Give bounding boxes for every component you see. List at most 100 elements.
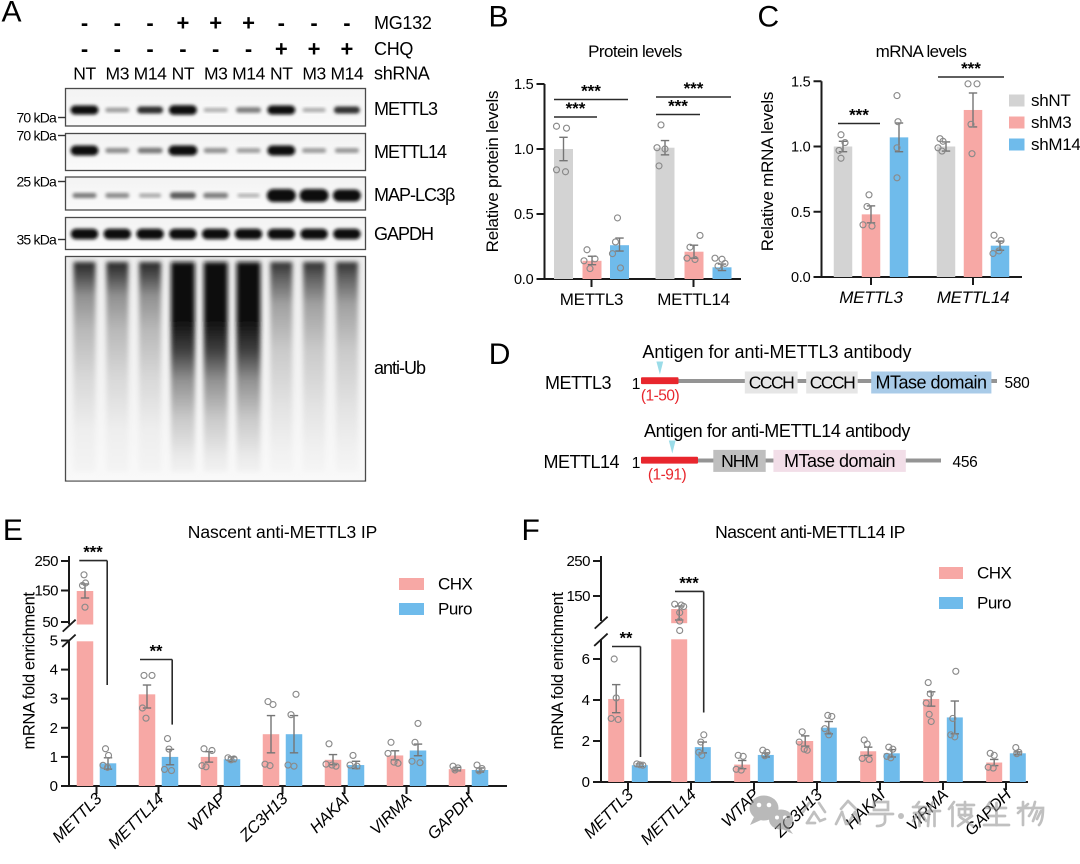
svg-text:M3: M3	[302, 64, 326, 84]
svg-text:anti-Ub: anti-Ub	[374, 358, 426, 378]
svg-text:1.0: 1.0	[791, 140, 811, 156]
svg-text:+: +	[340, 37, 353, 62]
svg-text:***: ***	[83, 544, 103, 562]
svg-text:B: B	[489, 0, 509, 33]
svg-text:-: -	[81, 37, 88, 62]
svg-text:D: D	[489, 338, 511, 371]
svg-text:MTase domain: MTase domain	[875, 373, 986, 393]
svg-text:+: +	[242, 11, 255, 36]
svg-text:***: ***	[961, 59, 981, 78]
svg-text:M3: M3	[204, 64, 228, 84]
svg-text:+: +	[308, 37, 321, 62]
svg-text:***: ***	[668, 97, 688, 116]
svg-text:150: 150	[34, 583, 58, 600]
svg-text:**: **	[620, 630, 633, 648]
svg-text:NT: NT	[172, 64, 195, 84]
svg-text:+: +	[275, 37, 288, 62]
svg-text:Protein levels: Protein levels	[588, 42, 682, 61]
svg-text:***: ***	[679, 574, 699, 592]
svg-text:CHX: CHX	[438, 575, 473, 594]
svg-text:Puro: Puro	[977, 594, 1011, 613]
svg-text:70 kDa: 70 kDa	[16, 110, 57, 126]
svg-text:C: C	[758, 0, 780, 33]
svg-text:METTL14: METTL14	[374, 142, 447, 162]
svg-text:-: -	[114, 37, 121, 62]
svg-text:METTL3: METTL3	[374, 99, 438, 119]
svg-text:+: +	[209, 11, 222, 36]
svg-text:E: E	[3, 514, 23, 547]
svg-text:2: 2	[50, 720, 58, 737]
svg-text:Relative protein levels: Relative protein levels	[483, 91, 502, 253]
svg-text:Nascent anti-METTL14 IP: Nascent anti-METTL14 IP	[715, 522, 905, 542]
svg-text:***: ***	[849, 106, 869, 125]
svg-text:-: -	[146, 11, 153, 36]
svg-text:580: 580	[1005, 375, 1031, 392]
svg-text:3: 3	[50, 691, 58, 708]
svg-text:Antigen for anti-METTL3 antibo: Antigen for anti-METTL3 antibody	[642, 342, 911, 362]
svg-text:(1-50): (1-50)	[641, 388, 680, 405]
svg-text:150: 150	[566, 588, 590, 605]
svg-text:***: ***	[684, 79, 704, 98]
svg-text:+: +	[176, 11, 189, 36]
svg-text:-: -	[146, 37, 153, 62]
svg-text:250: 250	[566, 553, 590, 570]
svg-text:-: -	[81, 11, 88, 36]
svg-text:Nascent anti-METTL3 IP: Nascent anti-METTL3 IP	[188, 522, 377, 542]
svg-text:-: -	[245, 37, 252, 62]
svg-text:Puro: Puro	[438, 600, 472, 619]
svg-text:CCCH: CCCH	[810, 373, 855, 393]
svg-text:M3: M3	[106, 64, 130, 84]
svg-text:NHM: NHM	[721, 451, 758, 471]
svg-text:35 kDa: 35 kDa	[16, 232, 57, 248]
svg-text:5: 5	[50, 633, 58, 650]
svg-text:F: F	[522, 514, 540, 547]
svg-text:mRNA fold enrichment: mRNA fold enrichment	[21, 592, 39, 750]
svg-text:Relative mRNA levels: Relative mRNA levels	[758, 92, 777, 251]
svg-text:4: 4	[582, 692, 590, 709]
svg-text:shRNA: shRNA	[374, 64, 430, 84]
svg-text:CHX: CHX	[977, 564, 1012, 583]
svg-text:METTL14: METTL14	[937, 288, 1010, 307]
svg-text:M14: M14	[330, 64, 364, 84]
svg-text:shNT: shNT	[1031, 91, 1070, 110]
svg-text:MAP-LC3β: MAP-LC3β	[374, 185, 455, 205]
svg-text:Antigen for anti-METTL14 antib: Antigen for anti-METTL14 antibody	[644, 421, 910, 441]
svg-text:-: -	[278, 11, 285, 36]
svg-text:-: -	[179, 37, 186, 62]
svg-text:70 kDa: 70 kDa	[16, 128, 57, 144]
svg-text:METTL3: METTL3	[560, 290, 623, 309]
svg-text:0.0: 0.0	[514, 272, 534, 288]
svg-text:A: A	[2, 0, 22, 29]
svg-text:456: 456	[953, 454, 978, 471]
svg-text:4: 4	[50, 662, 58, 679]
svg-text:-: -	[310, 11, 317, 36]
svg-text:***: ***	[581, 82, 601, 101]
svg-text:**: **	[150, 643, 163, 661]
svg-text:-: -	[114, 11, 121, 36]
svg-text:50: 50	[42, 614, 58, 631]
svg-text:mRNA fold enrichment: mRNA fold enrichment	[549, 592, 567, 750]
svg-text:0.0: 0.0	[791, 270, 811, 286]
svg-text:METTL14: METTL14	[543, 452, 619, 472]
svg-text:1.5: 1.5	[514, 77, 534, 93]
svg-text:(1-91): (1-91)	[648, 467, 687, 484]
svg-text:MTase domain: MTase domain	[784, 451, 895, 471]
svg-text:shM3: shM3	[1031, 113, 1071, 132]
svg-text:1.0: 1.0	[514, 142, 534, 158]
svg-text:25 kDa: 25 kDa	[16, 174, 57, 190]
svg-text:mRNA levels: mRNA levels	[876, 42, 967, 61]
svg-text:NT: NT	[73, 64, 96, 84]
svg-text:METTL3: METTL3	[545, 373, 612, 393]
svg-text:GAPDH: GAPDH	[374, 224, 433, 244]
svg-text:0.5: 0.5	[791, 205, 811, 221]
svg-text:1: 1	[50, 749, 58, 766]
svg-text:1: 1	[632, 376, 641, 393]
svg-text:-: -	[212, 37, 219, 62]
svg-text:1.5: 1.5	[791, 74, 811, 90]
svg-text:-: -	[343, 11, 350, 36]
svg-text:1: 1	[632, 455, 641, 472]
svg-text:CHQ: CHQ	[374, 39, 413, 59]
svg-text:NT: NT	[270, 64, 293, 84]
svg-text:M14: M14	[134, 64, 168, 84]
svg-text:shM14: shM14	[1031, 135, 1080, 154]
